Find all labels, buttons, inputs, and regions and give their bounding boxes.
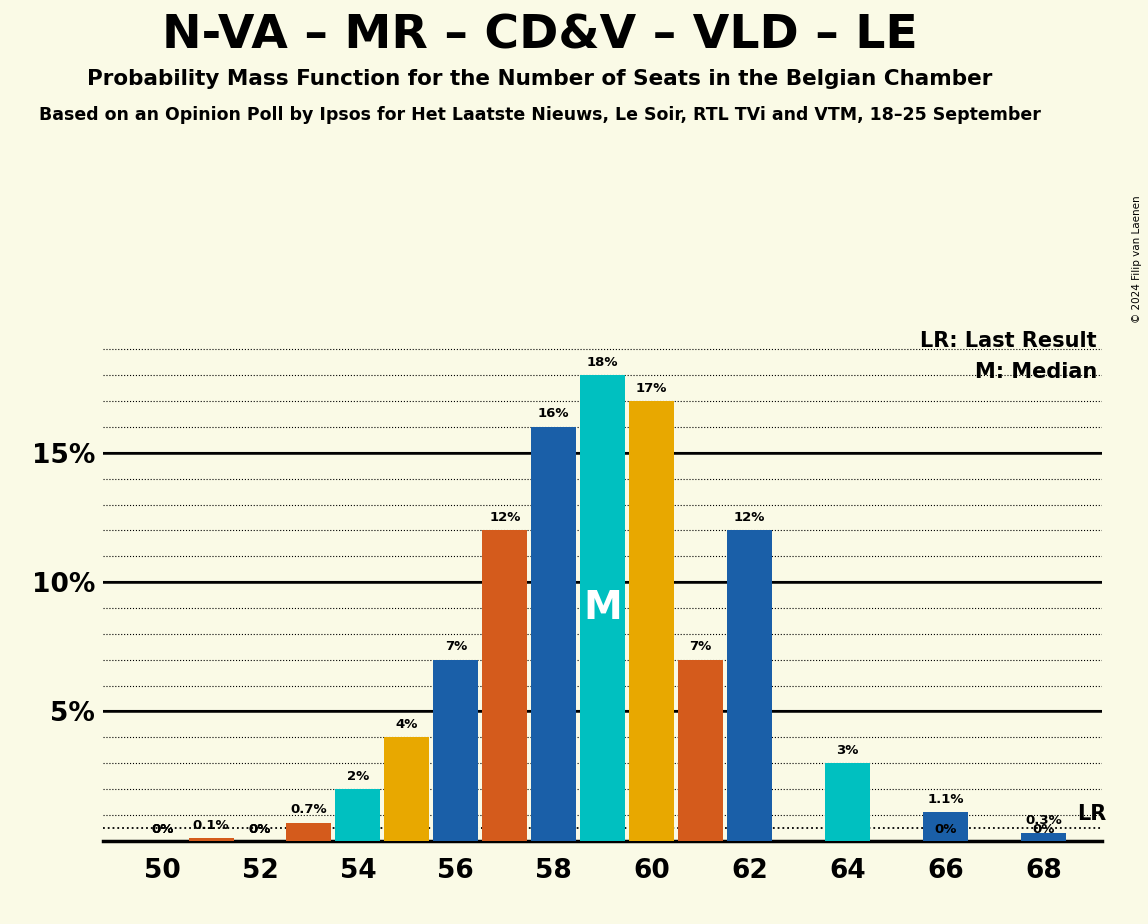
Bar — [1021, 833, 1065, 841]
Text: LR: Last Result: LR: Last Result — [921, 331, 1097, 351]
Text: 2%: 2% — [347, 770, 369, 783]
Bar — [629, 401, 674, 841]
Bar — [580, 375, 626, 841]
Text: 0.1%: 0.1% — [193, 819, 230, 832]
Text: 18%: 18% — [587, 356, 619, 369]
Text: 7%: 7% — [690, 640, 712, 653]
Bar — [188, 838, 233, 841]
Text: 0%: 0% — [150, 823, 173, 836]
Bar — [433, 660, 479, 841]
Text: 0%: 0% — [249, 823, 271, 836]
Text: Based on an Opinion Poll by Ipsos for Het Laatste Nieuws, Le Soir, RTL TVi and V: Based on an Opinion Poll by Ipsos for He… — [39, 106, 1040, 124]
Text: 12%: 12% — [734, 511, 766, 524]
Text: 3%: 3% — [836, 744, 859, 757]
Text: © 2024 Filip van Laenen: © 2024 Filip van Laenen — [1132, 195, 1142, 322]
Text: LR: LR — [1078, 804, 1107, 824]
Bar — [287, 822, 332, 841]
Text: 0%: 0% — [934, 823, 956, 836]
Bar — [335, 789, 380, 841]
Text: 0.7%: 0.7% — [290, 803, 327, 816]
Text: 16%: 16% — [538, 407, 569, 420]
Text: 12%: 12% — [489, 511, 520, 524]
Text: 17%: 17% — [636, 382, 667, 395]
Text: 0%: 0% — [1032, 823, 1055, 836]
Text: M: Median: M: Median — [975, 362, 1097, 383]
Text: 1.1%: 1.1% — [928, 793, 963, 806]
Bar — [923, 812, 968, 841]
Bar — [727, 530, 773, 841]
Text: 7%: 7% — [444, 640, 467, 653]
Bar — [482, 530, 527, 841]
Text: M: M — [583, 589, 622, 627]
Bar — [385, 737, 429, 841]
Bar — [678, 660, 723, 841]
Text: 4%: 4% — [396, 718, 418, 731]
Text: 0.3%: 0.3% — [1025, 814, 1062, 827]
Text: Probability Mass Function for the Number of Seats in the Belgian Chamber: Probability Mass Function for the Number… — [87, 69, 992, 90]
Bar — [532, 427, 576, 841]
Bar — [825, 763, 870, 841]
Text: 0%: 0% — [249, 823, 271, 836]
Text: 0%: 0% — [150, 823, 173, 836]
Text: N-VA – MR – CD&V – VLD – LE: N-VA – MR – CD&V – VLD – LE — [162, 14, 917, 59]
